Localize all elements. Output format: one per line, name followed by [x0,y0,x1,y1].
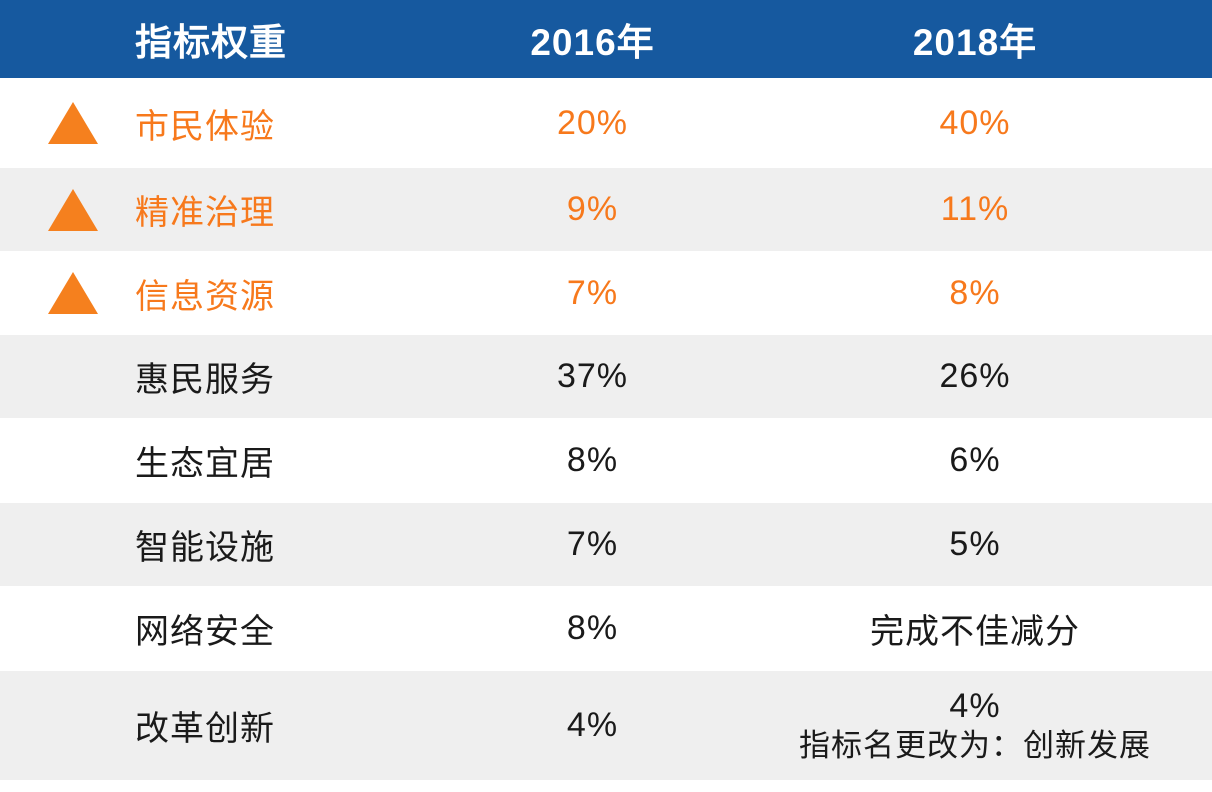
value-2018: 5% [949,525,1001,563]
value-2018: 26% [939,357,1011,395]
row-label: 市民体验 [135,107,275,146]
value-2016: 8% [566,441,619,479]
table-row: 市民体验 20% 40% [0,78,1212,168]
value-2016: 20% [556,103,629,142]
up-triangle-icon [48,272,98,314]
value-2018: 完成不佳减分 [870,613,1080,651]
up-triangle-icon [48,188,98,231]
value-2018: 4% [949,686,1001,725]
value-2018-group: 4% 指标名更改为：创新发展 [799,686,1151,766]
header-2016: 2016年 [530,22,655,63]
table-row: 网络安全 8% 完成不佳减分 [0,586,1212,671]
value-2016: 4% [566,706,619,744]
row-label: 网络安全 [135,613,275,651]
value-2016: 7% [566,525,619,563]
value-2016: 9% [566,190,619,228]
value-2018: 8% [949,273,1001,312]
value-2016: 8% [566,609,619,647]
row-label: 信息资源 [135,277,275,316]
table-row: 信息资源 7% 8% [0,251,1212,335]
table-row: 惠民服务 37% 26% [0,335,1212,418]
value-2016: 37% [556,357,629,395]
row-label: 改革创新 [135,710,275,748]
value-2018: 6% [949,441,1001,479]
row-label: 精准治理 [135,194,275,232]
row-label: 惠民服务 [135,361,275,399]
value-2018: 40% [939,103,1011,142]
row-label: 智能设施 [135,529,275,567]
table-row: 智能设施 7% 5% [0,503,1212,586]
up-triangle-icon [48,102,98,144]
value-2018-note: 指标名更改为：创新发展 [799,727,1151,763]
table-row: 精准治理 9% 11% [0,168,1212,251]
table-header-row: 指标权重 2016年 2018年 [0,0,1212,78]
table-row: 生态宜居 8% 6% [0,418,1212,503]
header-2018: 2018年 [912,22,1038,63]
header-indicator: 指标权重 [135,22,287,63]
row-label: 生态宜居 [135,445,275,483]
value-2016: 7% [566,273,619,312]
value-2018: 11% [940,190,1010,228]
table-row: 改革创新 4% 4% 指标名更改为：创新发展 [0,671,1212,780]
